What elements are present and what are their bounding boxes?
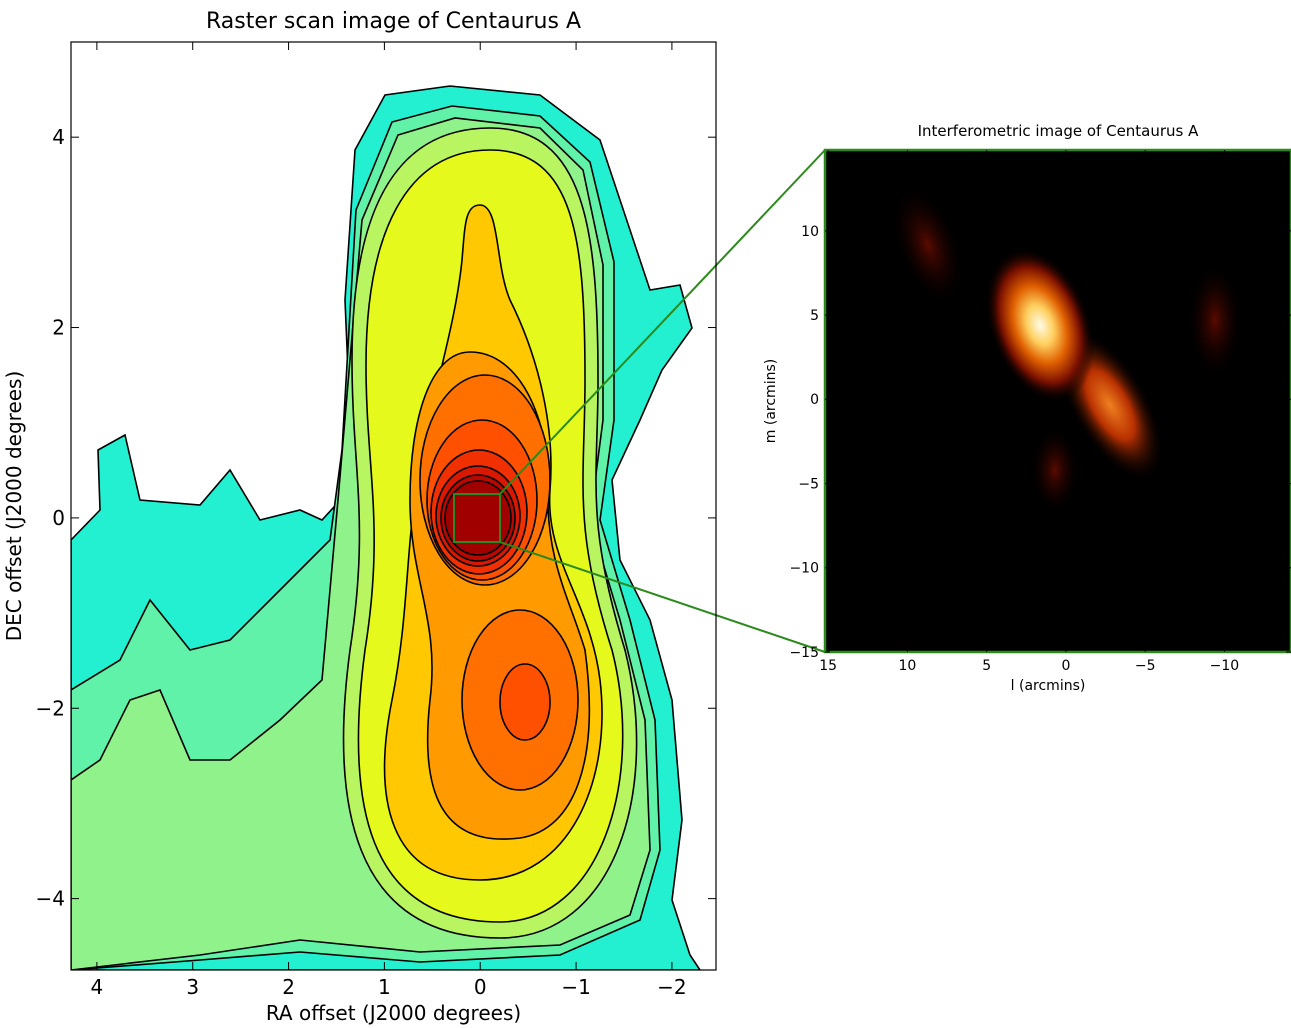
x-tick-label: −1 [561, 975, 590, 999]
y-tick-label: 2 [52, 316, 65, 340]
y-tick-label: 5 [810, 308, 819, 324]
y-tick-label: 4 [52, 125, 65, 149]
x-tick-label: 2 [282, 975, 295, 999]
axes-frame [70, 41, 717, 971]
y-tick-label: −5 [798, 476, 819, 492]
y-axis-label: m (arcmins) [763, 359, 779, 443]
y-tick-label: −15 [789, 645, 819, 661]
x-tick-label: 0 [474, 975, 487, 999]
y-tick-label: 0 [52, 506, 65, 530]
y-tick-label: −4 [36, 887, 65, 911]
y-axis-label: DEC offset (J2000 degrees) [2, 371, 26, 642]
axes-frame [823, 148, 1291, 654]
y-tick-label: 0 [810, 392, 819, 408]
x-tick-label: −10 [1210, 658, 1240, 674]
x-axis-label: RA offset (J2000 degrees) [266, 1001, 521, 1025]
x-tick-label: 3 [186, 975, 199, 999]
x-tick-label: −5 [1135, 658, 1156, 674]
chart-title: Interferometric image of Centaurus A [918, 122, 1200, 140]
y-tick-label: 10 [801, 224, 819, 240]
x-axis-label: l (arcmins) [1011, 678, 1086, 694]
x-tick-label: 1 [378, 975, 391, 999]
x-tick-label: 10 [899, 658, 917, 674]
x-tick-label: 15 [819, 658, 837, 674]
x-tick-label: 4 [91, 975, 104, 999]
contour-field [71, 85, 701, 970]
y-tick-label: −10 [789, 561, 819, 577]
x-tick-label: 0 [1061, 658, 1070, 674]
y-tick-label: −2 [36, 696, 65, 720]
zoom-indicator [453, 149, 826, 653]
chart-title: Raster scan image of Centaurus A [206, 9, 581, 34]
x-tick-label: 5 [982, 658, 991, 674]
interferometric-image [825, 150, 1291, 652]
x-tick-label: −2 [657, 975, 686, 999]
